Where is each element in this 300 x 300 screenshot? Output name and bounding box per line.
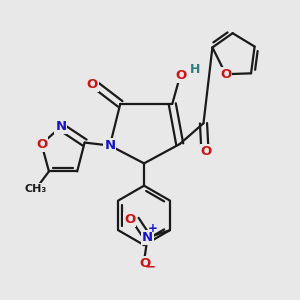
Text: O: O — [139, 257, 150, 270]
Text: +: + — [148, 222, 158, 235]
Text: O: O — [86, 78, 98, 91]
Text: O: O — [220, 68, 231, 81]
Text: N: N — [142, 231, 153, 244]
Text: CH₃: CH₃ — [24, 184, 47, 194]
Text: O: O — [36, 138, 47, 151]
Text: −: − — [145, 260, 156, 273]
Text: N: N — [55, 120, 66, 133]
Text: O: O — [124, 213, 135, 226]
Text: N: N — [104, 139, 116, 152]
Text: H: H — [190, 63, 200, 76]
Text: O: O — [201, 145, 212, 158]
Text: O: O — [176, 69, 187, 82]
